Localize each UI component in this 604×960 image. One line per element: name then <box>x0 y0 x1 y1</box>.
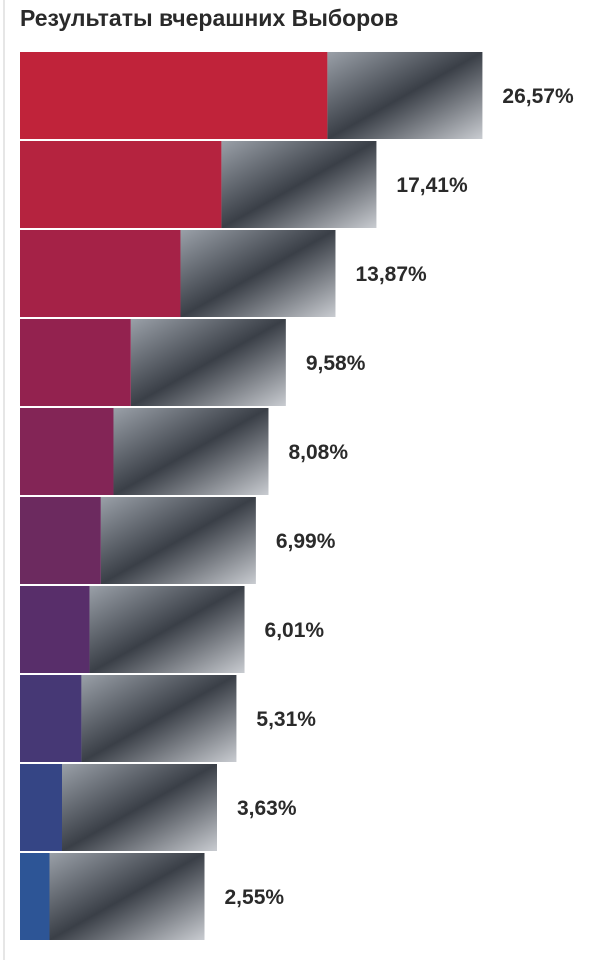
bar-photo <box>89 586 245 673</box>
value-label: 13,87% <box>355 263 427 286</box>
bar <box>20 141 222 228</box>
value-label: 3,63% <box>237 797 297 820</box>
value-label: 9,58% <box>306 352 366 375</box>
value-label: 8,08% <box>288 441 348 464</box>
bar-photo <box>81 675 237 762</box>
value-label: 6,99% <box>276 530 336 553</box>
bar-photo <box>49 853 205 940</box>
bar-photo <box>327 52 483 139</box>
bar <box>20 319 131 406</box>
bar-photo <box>100 497 256 584</box>
value-label: 17,41% <box>396 174 468 197</box>
value-label: 5,31% <box>256 708 316 731</box>
bar <box>20 497 101 584</box>
bar <box>20 230 181 317</box>
bar <box>20 764 62 851</box>
chart-title: Результаты вчерашних Выборов <box>20 5 398 31</box>
bar <box>20 408 114 495</box>
bar <box>20 675 82 762</box>
bar <box>20 52 328 139</box>
value-label: 26,57% <box>502 85 574 108</box>
bar-photo <box>180 230 336 317</box>
bar-photo <box>130 319 286 406</box>
bar <box>20 586 90 673</box>
bar-photo <box>61 764 217 851</box>
bar-photo <box>113 408 269 495</box>
value-label: 6,01% <box>265 619 325 642</box>
bar <box>20 853 50 940</box>
value-label: 2,55% <box>225 886 285 909</box>
bar-photo <box>221 141 377 228</box>
